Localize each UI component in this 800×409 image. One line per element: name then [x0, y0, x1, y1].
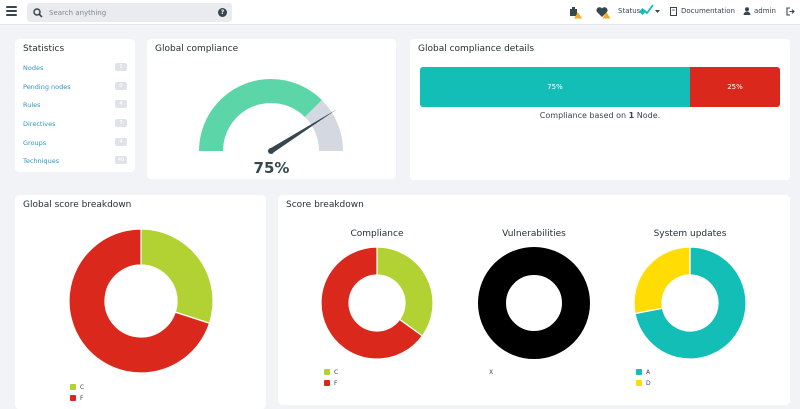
donut-slice-f [68, 228, 211, 374]
health-warning-icon[interactable] [596, 6, 611, 19]
documentation-link[interactable]: Documentation [681, 7, 735, 15]
statistics-card: Statistics Nodes 1 Pending nodes 0 Rules 4 … [15, 39, 135, 172]
global-score-donut [68, 228, 214, 374]
legend-swatch [324, 369, 330, 375]
caption-prefix: Compliance based on [539, 111, 627, 120]
legend-label: C [334, 369, 339, 376]
stat-count: 1 [115, 63, 127, 71]
legend-swatch [324, 380, 330, 386]
stat-label[interactable]: Rules [23, 101, 41, 109]
stat-pending-nodes[interactable]: Pending nodes 0 [23, 81, 127, 92]
legend-swatch [70, 384, 76, 390]
legend-swatch [70, 395, 76, 401]
stat-count: 4 [115, 100, 127, 108]
stat-count: 40 [115, 156, 127, 164]
system-updates-chart-title: System updates [653, 229, 727, 239]
hamburger-menu-icon[interactable] [6, 6, 17, 18]
stat-label[interactable]: Groups [23, 139, 47, 147]
legend-label: C [80, 384, 85, 391]
compliance-details-card: Global compliance details 75% 25% Complia… [410, 39, 790, 180]
compliance-bar-segment: 75% [420, 67, 690, 107]
search-input[interactable] [49, 5, 209, 20]
gauge-remaining-arc [304, 100, 343, 151]
score-breakdown-card: Score breakdown Compliance Vulnerabiliti… [278, 195, 790, 405]
search-box[interactable]: ? [27, 3, 232, 22]
caption-suffix: Node. [636, 111, 661, 120]
stat-nodes[interactable]: Nodes 1 [23, 62, 127, 73]
stat-count: 0 [115, 82, 127, 90]
legend-item: C [324, 368, 338, 379]
stat-label[interactable]: Nodes [23, 64, 44, 72]
caption-count: 1 [628, 111, 635, 120]
donut-slice-f [320, 246, 424, 360]
user-menu[interactable]: admin [754, 7, 776, 15]
stat-rules[interactable]: Rules 4 [23, 99, 127, 110]
statistics-title: Statistics [23, 44, 65, 54]
donut-slice-a [634, 246, 747, 360]
user-icon [743, 7, 751, 15]
legend-swatch [636, 380, 642, 386]
compliance-caption: Compliance based on 1 Node. [410, 111, 790, 120]
compliance-value: 75% [253, 159, 290, 177]
compliance-gauge [199, 79, 343, 154]
search-icon [33, 8, 43, 18]
status-label[interactable]: Status [618, 7, 641, 15]
stat-groups[interactable]: Groups 4 [23, 137, 127, 148]
donut-slice-d [633, 246, 691, 315]
stat-directives[interactable]: Directives 3 [23, 118, 127, 129]
global-compliance-title: Global compliance [155, 44, 239, 54]
compliance-details-title: Global compliance details [418, 44, 535, 54]
gauge-hub [268, 148, 274, 154]
donut-slice-c [140, 228, 214, 325]
legend-item: A [636, 368, 650, 379]
stat-techniques[interactable]: Techniques 40 [23, 155, 127, 166]
stat-count: 4 [115, 138, 127, 146]
plugins-warning-icon[interactable] [569, 6, 582, 19]
book-icon [670, 7, 677, 16]
chevron-down-icon[interactable] [655, 10, 660, 14]
score-breakdown-donuts [320, 246, 747, 360]
global-score-title: Global score breakdown [23, 200, 132, 210]
status-check-icon[interactable] [639, 4, 654, 16]
stat-label[interactable]: Techniques [23, 157, 60, 165]
legend-label: F [334, 380, 338, 387]
top-navbar: ? Status Documentation admin [0, 0, 800, 25]
compliance-bar-segment: 25% [690, 67, 780, 107]
stat-label[interactable]: Directives [23, 120, 56, 128]
gauge-value-arc [199, 79, 322, 151]
legend-item: D [636, 379, 651, 390]
logout-icon[interactable] [786, 7, 795, 16]
legend-item: F [70, 394, 84, 405]
legend-label: F [80, 395, 84, 402]
donut-slice-c [376, 246, 434, 337]
legend-item: F [324, 379, 338, 390]
score-breakdown-title: Score breakdown [286, 200, 364, 210]
legend-label: D [646, 380, 651, 387]
donut-slice-x [478, 247, 590, 359]
compliance-bar: 75% 25% [420, 67, 780, 107]
gauge-needle [269, 109, 337, 154]
compliance-chart-title: Compliance [350, 229, 404, 239]
legend-item: C [70, 383, 84, 394]
help-icon[interactable]: ? [218, 8, 227, 17]
legend-swatch [636, 369, 642, 375]
legend-label: A [646, 369, 651, 376]
global-compliance-card: Global compliance 75% [147, 39, 396, 179]
vulnerabilities-chart-title: Vulnerabilities [502, 229, 566, 239]
legend-label: X [489, 369, 494, 376]
stat-count: 3 [115, 119, 127, 127]
stat-label[interactable]: Pending nodes [23, 83, 71, 91]
